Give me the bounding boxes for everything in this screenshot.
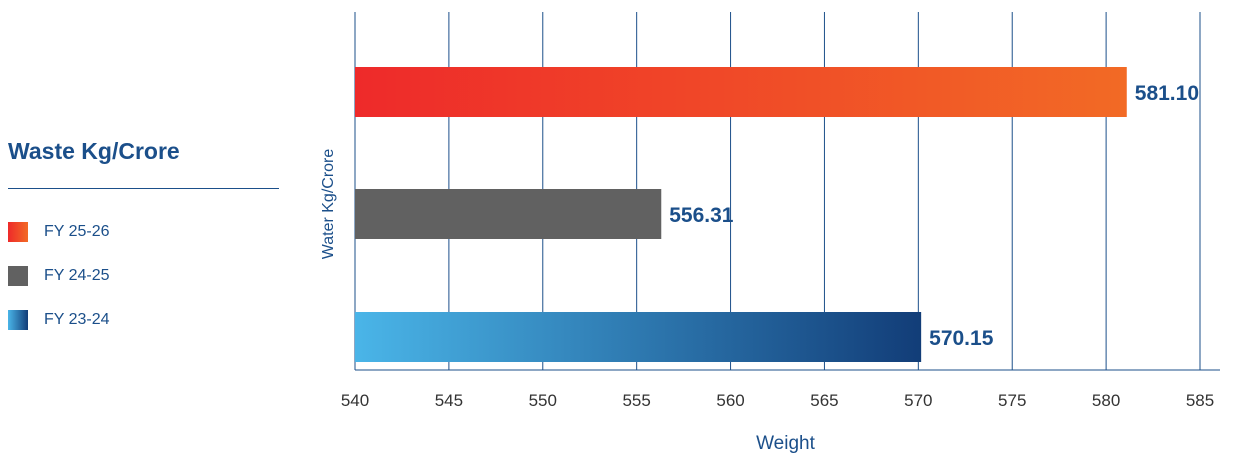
x-tick-label-580: 580 <box>1092 391 1120 410</box>
y-axis-title: Water Kg/Crore <box>320 149 337 260</box>
data-label-fy-25-26: 581.10 <box>1135 82 1199 105</box>
bar-fy-24-25 <box>355 189 662 239</box>
legend-swatch-fy-24-25 <box>8 266 28 286</box>
legend-label-fy-23-24: FY 23-24 <box>44 311 110 328</box>
legend-swatch-fy-23-24 <box>8 310 28 330</box>
x-tick-label-540: 540 <box>341 391 369 410</box>
legend-divider <box>8 188 279 189</box>
bar-fy-25-26 <box>355 67 1127 117</box>
legend-swatch-fy-25-26 <box>8 222 28 242</box>
legend-label-fy-24-25: FY 24-25 <box>44 267 110 284</box>
data-label-fy-23-24: 570.15 <box>929 327 994 350</box>
bars <box>355 67 1127 362</box>
data-label-fy-24-25: 556.31 <box>669 204 734 227</box>
chart-legend: Waste Kg/Crore FY 25-26 FY 24-25 FY 23-2… <box>8 0 280 455</box>
x-tick-label-585: 585 <box>1186 391 1214 410</box>
x-tick-label-560: 560 <box>716 391 744 410</box>
legend-label-fy-25-26: FY 25-26 <box>44 223 110 240</box>
bar-fy-23-24 <box>355 312 922 362</box>
x-tick-label-550: 550 <box>529 391 557 410</box>
x-tick-label-575: 575 <box>998 391 1026 410</box>
x-tick-label-565: 565 <box>810 391 838 410</box>
legend-item-fy-25-26: FY 25-26 <box>8 221 110 243</box>
legend-item-fy-24-25: FY 24-25 <box>8 265 110 287</box>
x-tick-label-555: 555 <box>622 391 650 410</box>
x-tick-label-545: 545 <box>435 391 463 410</box>
x-axis-title: Weight <box>756 433 816 454</box>
x-tick-label-570: 570 <box>904 391 932 410</box>
legend-title: Waste Kg/Crore <box>8 138 180 164</box>
legend-item-fy-23-24: FY 23-24 <box>8 309 110 331</box>
labels: 540 545 550 555 560 565 570 575 580 585 581.10 556.… <box>320 82 1214 454</box>
